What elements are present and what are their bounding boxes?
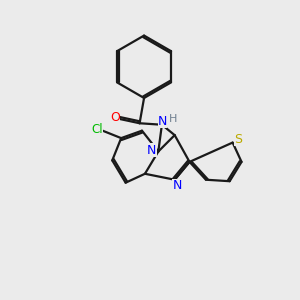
Text: Cl: Cl bbox=[91, 123, 103, 136]
Text: H: H bbox=[169, 114, 177, 124]
Text: O: O bbox=[110, 111, 120, 124]
Text: N: N bbox=[158, 115, 167, 128]
Text: N: N bbox=[172, 179, 182, 192]
Text: S: S bbox=[235, 133, 243, 146]
Text: N: N bbox=[147, 143, 157, 157]
